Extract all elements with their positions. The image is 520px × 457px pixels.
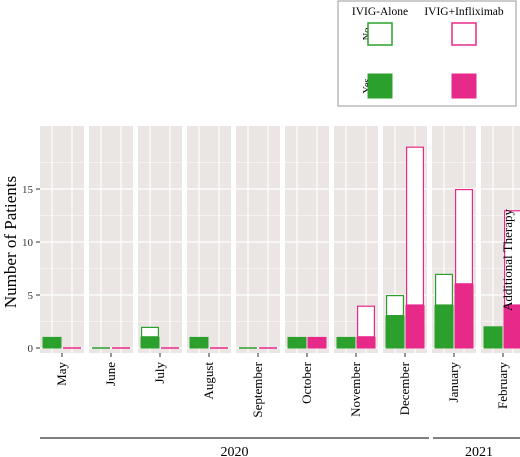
year-label-2021: 2021 (465, 445, 493, 457)
x-tick-label: December (397, 361, 412, 415)
panel-august: August (187, 126, 231, 400)
panel-september: September (236, 126, 280, 418)
bar-ivig-infliximab-yes (356, 336, 376, 349)
bar-ivig-alone-yes (336, 336, 356, 349)
x-tick-label: August (201, 362, 216, 400)
y-tick-label: 15 (22, 184, 34, 196)
panel-background (40, 126, 84, 353)
bar-ivig-infliximab-yes (454, 283, 474, 349)
legend-column-label: IVIG-Alone (352, 6, 408, 18)
panel-october: October (285, 126, 329, 404)
panel-background (285, 126, 329, 353)
year-axis: 2020 2021 (40, 437, 520, 457)
bar-ivig-infliximab-yes (307, 336, 327, 349)
bar-ivig-alone-yes (189, 336, 209, 349)
y-tick-label: 5 (28, 290, 34, 302)
panel-background (138, 126, 182, 353)
x-tick-label: July (152, 362, 167, 384)
bar-ivig-alone-yes (385, 315, 405, 349)
bar-ivig-alone-no (435, 273, 454, 306)
y-tick-label: 10 (22, 237, 34, 249)
bar-ivig-alone-no (386, 295, 405, 317)
bar-ivig-alone-yes (287, 336, 307, 349)
panel-july: July (138, 126, 182, 384)
bar-ivig-alone-no (141, 326, 160, 338)
y-tick-label: 0 (28, 343, 34, 355)
bar-ivig-infliximab-yes (503, 305, 520, 349)
legend-swatch-no (367, 22, 393, 46)
panel-background (187, 126, 231, 353)
bar-ivig-alone-yes (434, 305, 454, 349)
bar-ivig-infliximab-yes (405, 305, 425, 349)
x-tick-label: September (250, 361, 265, 417)
panel-background (89, 126, 133, 353)
x-tick-label: June (103, 362, 118, 386)
legend-column-label: IVIG+Infliximab (424, 6, 504, 18)
legend-swatch-no (451, 22, 477, 46)
panel-december: December (383, 126, 427, 415)
bar-ivig-infliximab-no (406, 146, 425, 306)
x-tick-label: February (495, 362, 510, 409)
bar-ivig-infliximab-no (504, 210, 520, 306)
panel-november: November (334, 126, 378, 417)
legend-swatch-yes (451, 73, 477, 99)
x-tick-label: November (348, 361, 363, 417)
x-tick-label: May (54, 362, 69, 386)
y-axis-label: Number of Patients (1, 176, 20, 308)
bar-ivig-infliximab-no (455, 189, 474, 285)
bar-ivig-alone-yes (140, 336, 160, 349)
year-label-2020: 2020 (221, 445, 249, 457)
panel-background (236, 126, 280, 353)
x-tick-label: October (299, 361, 314, 404)
bar-ivig-infliximab-no (357, 305, 376, 338)
legend-swatch-yes (367, 73, 393, 99)
panel-june: June (89, 126, 133, 386)
panel-february: February (481, 126, 520, 409)
month-panels: May June July August September October Novembe… (40, 126, 520, 418)
panel-may: May (40, 126, 84, 386)
y-axis: 0 5 10 15 (22, 184, 40, 355)
facet-strip-label: Additional Therapy (500, 209, 515, 311)
bar-ivig-alone-yes (483, 326, 503, 349)
panel-january: January (432, 126, 476, 402)
bar-ivig-alone-yes (42, 336, 62, 349)
x-tick-label: January (446, 362, 461, 403)
